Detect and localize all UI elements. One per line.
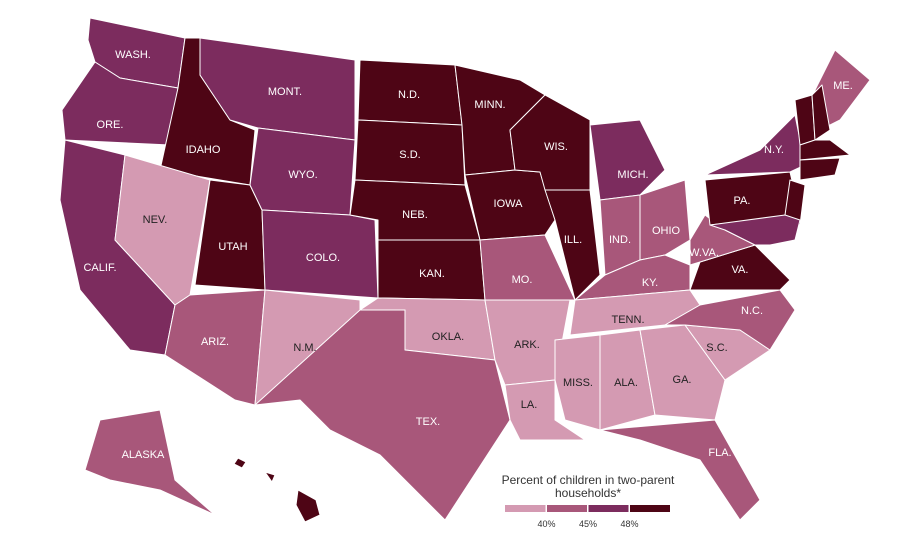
legend-tick-label: 45%: [579, 519, 597, 529]
state: [233, 457, 321, 523]
state-label: OHIO: [652, 225, 681, 237]
state: [254, 309, 511, 521]
state-label: NEV.: [143, 214, 168, 226]
state: [704, 114, 806, 176]
state: [784, 179, 806, 226]
state: [799, 157, 841, 181]
state-label: MISS.: [563, 377, 593, 389]
legend-swatch: [546, 505, 587, 512]
state-label: FLA.: [708, 447, 731, 459]
state: [709, 214, 801, 246]
state-label: ALASKA: [122, 449, 165, 461]
state-label: MO.: [512, 274, 533, 286]
state-label: MICH.: [617, 169, 648, 181]
state: [639, 179, 691, 261]
state-label: MINN.: [474, 99, 505, 111]
state-label: IDAHO: [186, 144, 221, 156]
state-label: PA.: [734, 195, 751, 207]
state: [639, 324, 726, 421]
state: [811, 84, 831, 141]
state-label: UTAH: [218, 241, 247, 253]
state-label: IOWA: [494, 198, 524, 210]
state-label: KY.: [642, 277, 658, 289]
state: [689, 244, 791, 291]
state: [544, 189, 601, 301]
state-label: WIS.: [544, 141, 568, 153]
state: [799, 139, 851, 161]
legend-swatch: [505, 505, 546, 512]
state-label: ARK.: [514, 339, 540, 351]
state: [554, 334, 601, 431]
state-label: GA.: [673, 374, 692, 386]
state-label: N.Y.: [764, 144, 784, 156]
state: [599, 419, 761, 521]
state-label: ME.: [833, 80, 853, 92]
state-label: COLO.: [306, 252, 340, 264]
state-label: NEB.: [402, 209, 428, 221]
legend: Percent of children in two-parent househo…: [502, 473, 675, 529]
state-label: ALA.: [614, 377, 638, 389]
legend-title: Percent of children in two-parent househo…: [502, 473, 675, 500]
state-label: WYO.: [288, 169, 317, 181]
state-label: N.D.: [398, 89, 420, 101]
state: [589, 119, 666, 201]
state-label: TEX.: [416, 416, 440, 428]
state-label: WASH.: [115, 49, 151, 61]
states: [59, 17, 871, 523]
state-label: ILL.: [564, 234, 582, 246]
state-label: W.VA.: [689, 247, 719, 259]
state: [84, 409, 216, 516]
state-label: S.D.: [399, 149, 420, 161]
legend-tick-label: 40%: [537, 519, 555, 529]
state-label: TENN.: [612, 314, 645, 326]
state-label: KAN.: [419, 268, 445, 280]
state-label: MONT.: [268, 86, 302, 98]
state-label: N.M.: [293, 342, 316, 354]
legend-swatch: [588, 505, 629, 512]
state-label: S.C.: [706, 342, 727, 354]
state-label: IND.: [609, 234, 631, 246]
state-label: CALIF.: [83, 262, 116, 274]
state-label: ORE.: [97, 119, 124, 131]
state-label: VA.: [732, 264, 749, 276]
legend-swatch: [629, 505, 670, 512]
state-label: OKLA.: [432, 331, 464, 343]
state-labels: WASH. ORE. CALIF. IDAHO NEV. UTAH ARIZ. MONT. WY…: [83, 49, 852, 461]
state: [664, 289, 796, 351]
state-label: N.C.: [741, 305, 763, 317]
legend-tick-label: 48%: [620, 519, 638, 529]
state-label: LA.: [521, 399, 538, 411]
state-label: ARIZ.: [201, 336, 229, 348]
state: [261, 209, 379, 299]
